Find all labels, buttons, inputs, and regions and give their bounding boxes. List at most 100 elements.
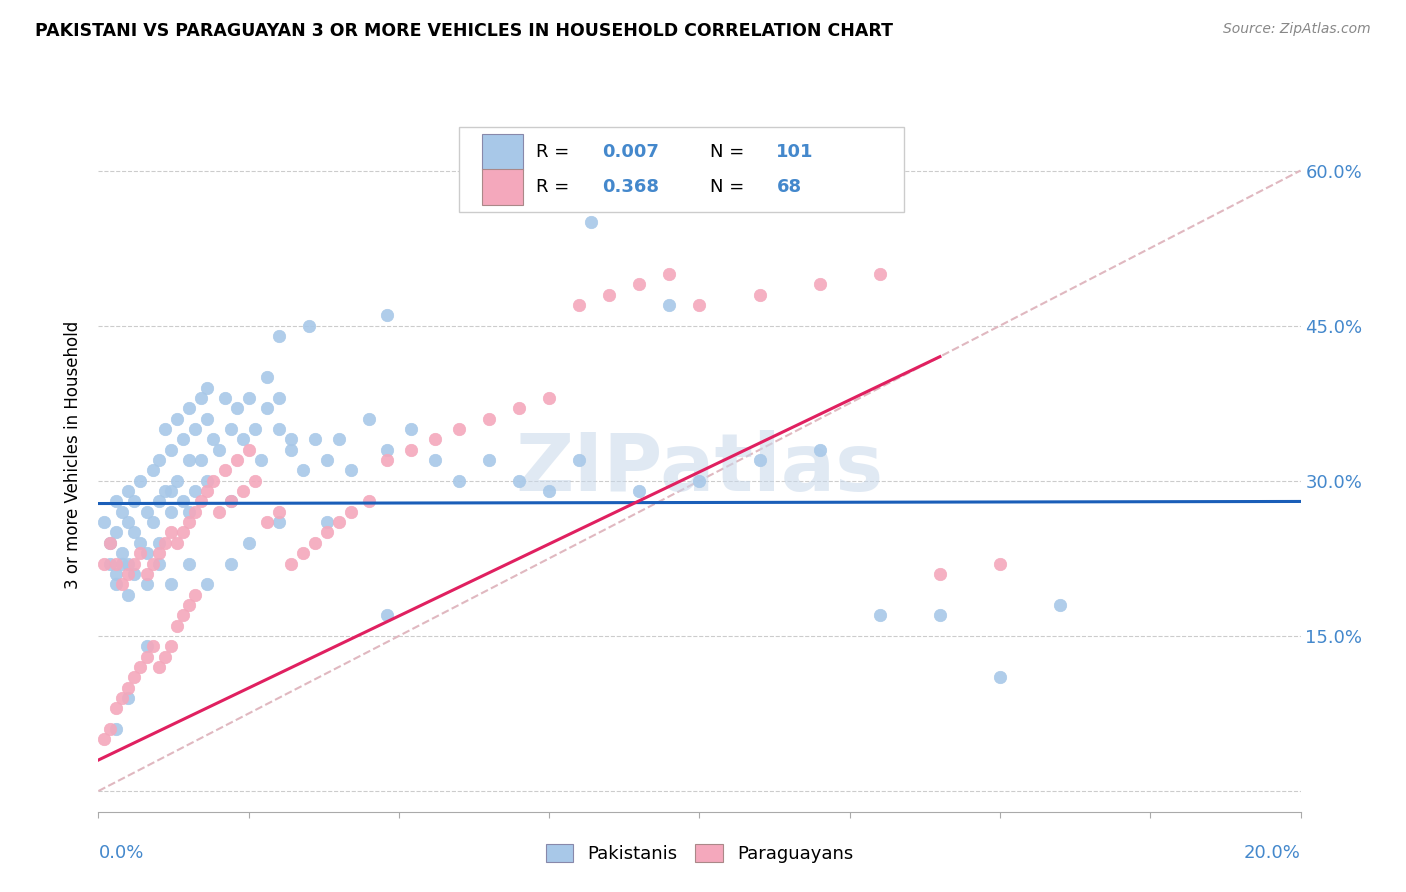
Point xyxy=(291,463,314,477)
FancyBboxPatch shape xyxy=(482,169,523,204)
Point xyxy=(124,525,146,540)
Point xyxy=(423,433,446,447)
Point xyxy=(581,215,603,229)
Point xyxy=(988,557,1011,571)
Point xyxy=(177,505,200,519)
Point xyxy=(195,411,218,425)
Point xyxy=(808,442,831,457)
Point xyxy=(105,494,128,508)
Point xyxy=(478,411,501,425)
Point xyxy=(105,566,128,581)
Point xyxy=(340,463,363,477)
Point xyxy=(232,484,254,499)
Point xyxy=(304,433,326,447)
Point xyxy=(340,505,363,519)
Point xyxy=(148,557,170,571)
Legend: Pakistanis, Paraguayans: Pakistanis, Paraguayans xyxy=(538,837,860,871)
Point xyxy=(208,505,231,519)
Point xyxy=(141,557,163,571)
Text: R =: R = xyxy=(536,178,575,195)
Point xyxy=(105,525,128,540)
Point xyxy=(105,701,128,715)
Point xyxy=(238,442,260,457)
Point xyxy=(166,474,188,488)
Text: Source: ZipAtlas.com: Source: ZipAtlas.com xyxy=(1223,22,1371,37)
Point xyxy=(124,557,146,571)
Point xyxy=(117,690,139,705)
Point xyxy=(689,474,711,488)
Point xyxy=(190,453,212,467)
Point xyxy=(219,557,242,571)
Point xyxy=(195,381,218,395)
Point xyxy=(129,546,152,560)
Point xyxy=(148,536,170,550)
Point xyxy=(315,453,337,467)
Point xyxy=(148,660,170,674)
Text: ZIPatlas: ZIPatlas xyxy=(516,430,883,508)
Text: N =: N = xyxy=(710,144,751,161)
Text: PAKISTANI VS PARAGUAYAN 3 OR MORE VEHICLES IN HOUSEHOLD CORRELATION CHART: PAKISTANI VS PARAGUAYAN 3 OR MORE VEHICL… xyxy=(35,22,893,40)
Point xyxy=(214,463,236,477)
Point xyxy=(280,433,302,447)
Point xyxy=(219,494,242,508)
Point xyxy=(628,484,651,499)
Point xyxy=(177,515,200,529)
Point xyxy=(100,536,122,550)
Point xyxy=(267,422,290,436)
Point xyxy=(280,442,302,457)
Point xyxy=(447,422,470,436)
Point xyxy=(280,557,302,571)
Point xyxy=(232,433,254,447)
Point xyxy=(598,287,620,301)
Point xyxy=(399,442,422,457)
Point xyxy=(93,557,115,571)
Point xyxy=(190,494,212,508)
Point xyxy=(172,494,194,508)
Point xyxy=(100,536,122,550)
Point xyxy=(225,401,247,416)
Point xyxy=(124,670,146,684)
Point xyxy=(183,422,205,436)
Point xyxy=(375,608,398,623)
Point xyxy=(93,515,115,529)
Point xyxy=(166,411,188,425)
Point xyxy=(267,391,290,405)
Point xyxy=(117,515,139,529)
Point xyxy=(135,577,157,591)
FancyBboxPatch shape xyxy=(458,127,904,212)
Point xyxy=(159,442,181,457)
Point xyxy=(238,391,260,405)
Point xyxy=(658,267,681,281)
Point xyxy=(153,536,176,550)
Point xyxy=(267,505,290,519)
Point xyxy=(177,598,200,612)
Point xyxy=(538,484,561,499)
Point xyxy=(214,391,236,405)
Point xyxy=(267,329,290,343)
Point xyxy=(748,453,770,467)
Point xyxy=(929,608,952,623)
Point xyxy=(267,515,290,529)
Point xyxy=(105,557,128,571)
Point xyxy=(148,453,170,467)
Point xyxy=(135,566,157,581)
Point xyxy=(111,546,134,560)
Point xyxy=(328,433,350,447)
Point xyxy=(153,649,176,664)
Point xyxy=(135,505,157,519)
Point xyxy=(357,494,380,508)
Point xyxy=(315,515,337,529)
Point xyxy=(172,525,194,540)
Point xyxy=(243,422,266,436)
Point xyxy=(219,494,242,508)
Point xyxy=(177,453,200,467)
Point xyxy=(201,433,224,447)
Point xyxy=(117,566,139,581)
Point xyxy=(201,474,224,488)
Point xyxy=(256,401,278,416)
Point xyxy=(508,401,530,416)
Point xyxy=(177,557,200,571)
Point xyxy=(568,453,591,467)
Text: 0.0%: 0.0% xyxy=(98,844,143,862)
Point xyxy=(298,318,321,333)
